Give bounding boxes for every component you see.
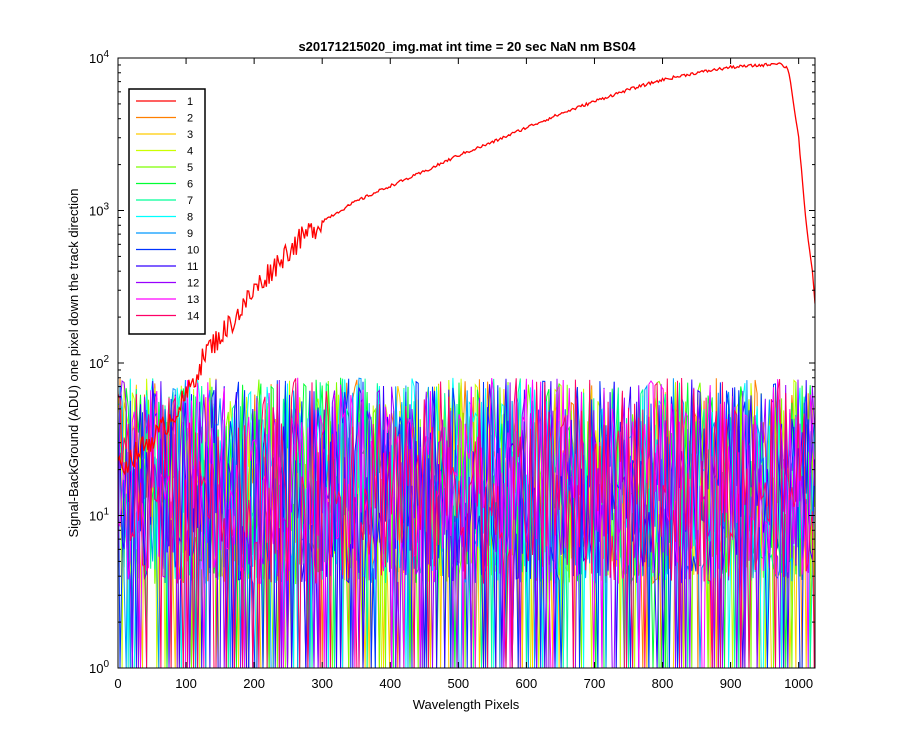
y-tick-label: 100 bbox=[89, 659, 109, 676]
x-tick-label: 1000 bbox=[784, 676, 813, 691]
series-layer bbox=[118, 62, 815, 668]
x-axis-label: Wavelength Pixels bbox=[413, 697, 520, 712]
legend-label-13: 13 bbox=[187, 294, 199, 306]
series-line-1 bbox=[118, 62, 815, 476]
y-axis-label: Signal-BackGround (ADU) one pixel down t… bbox=[66, 188, 81, 537]
legend-label-7: 7 bbox=[187, 195, 193, 207]
legend-label-5: 5 bbox=[187, 162, 193, 174]
y-tick-label: 101 bbox=[89, 507, 109, 524]
x-tick-label: 300 bbox=[311, 676, 333, 691]
x-tick-label: 600 bbox=[516, 676, 538, 691]
legend-label-14: 14 bbox=[187, 311, 199, 323]
chart-title: s20171215020_img.mat int time = 20 sec N… bbox=[298, 39, 636, 54]
legend-label-12: 12 bbox=[187, 278, 199, 290]
x-axis: 0 100 200 300 400 500 600 700 800 900 1000 bbox=[114, 58, 813, 691]
y-tick-label: 104 bbox=[89, 49, 109, 66]
y-tick-label: 102 bbox=[89, 354, 109, 371]
legend-label-9: 9 bbox=[187, 228, 193, 240]
legend-label-1: 1 bbox=[187, 96, 193, 108]
y-tick-label: 103 bbox=[89, 202, 109, 219]
x-tick-label: 400 bbox=[379, 676, 401, 691]
x-tick-label: 500 bbox=[447, 676, 469, 691]
series-line-14 bbox=[118, 377, 815, 668]
x-tick-label: 700 bbox=[584, 676, 606, 691]
x-tick-label: 800 bbox=[652, 676, 674, 691]
x-tick-label: 100 bbox=[175, 676, 197, 691]
series-line-13 bbox=[118, 377, 815, 668]
x-tick-label: 200 bbox=[243, 676, 265, 691]
plot-area: 0 100 200 300 400 500 600 700 800 900 1000 1001011… bbox=[89, 49, 816, 691]
legend-label-11: 11 bbox=[187, 261, 198, 273]
legend-label-10: 10 bbox=[187, 245, 199, 257]
x-tick-label: 900 bbox=[720, 676, 742, 691]
legend-label-2: 2 bbox=[187, 113, 193, 125]
legend-label-3: 3 bbox=[187, 129, 193, 141]
legend-label-6: 6 bbox=[187, 179, 193, 191]
legend-box bbox=[128, 88, 206, 335]
x-tick-label: 0 bbox=[114, 676, 121, 691]
legend-label-4: 4 bbox=[187, 146, 193, 158]
legend-label-8: 8 bbox=[187, 212, 193, 224]
